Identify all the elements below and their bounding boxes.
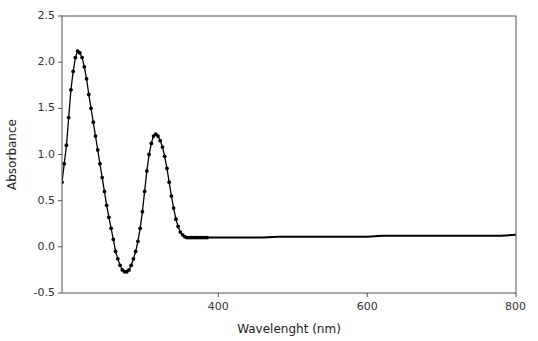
data-point <box>147 153 151 157</box>
y-tick <box>58 62 62 63</box>
data-point <box>109 226 113 230</box>
x-tick-label: 600 <box>357 300 378 313</box>
data-point <box>134 250 138 254</box>
data-point <box>143 190 147 194</box>
plot-background <box>62 16 516 293</box>
data-point <box>127 268 131 272</box>
data-point <box>89 106 93 110</box>
data-point <box>165 166 169 170</box>
series-line <box>207 235 516 238</box>
data-point <box>69 88 73 92</box>
y-tick <box>58 293 62 294</box>
data-point <box>85 77 89 81</box>
data-point <box>149 142 153 146</box>
data-point <box>80 56 84 60</box>
data-point <box>62 162 66 166</box>
data-point <box>172 206 176 210</box>
data-point <box>73 56 77 60</box>
data-point <box>118 263 122 267</box>
data-point <box>107 215 111 219</box>
data-point <box>167 180 171 184</box>
data-point <box>158 139 162 143</box>
y-tick-label: 1.5 <box>38 101 56 114</box>
y-tick-label: 2.5 <box>38 9 56 22</box>
data-point <box>170 194 174 198</box>
y-tick-label: 0.0 <box>38 240 56 253</box>
y-tick-label: 1.0 <box>38 148 56 161</box>
data-point <box>87 93 91 97</box>
x-axis-label: Wavelenght (nm) <box>237 322 341 336</box>
data-point <box>65 143 69 147</box>
data-point <box>114 250 118 254</box>
y-tick <box>58 108 62 109</box>
data-point <box>132 257 136 261</box>
data-point <box>176 225 180 229</box>
plot-frame <box>62 16 516 293</box>
y-axis-label: Absorbance <box>5 119 19 190</box>
y-tick <box>58 154 62 155</box>
x-tick-label: 400 <box>208 300 229 313</box>
y-tick-label: -0.5 <box>34 286 55 299</box>
data-point <box>96 148 100 152</box>
x-tick <box>516 293 517 297</box>
y-tick <box>58 246 62 247</box>
y-tick <box>58 200 62 201</box>
data-point <box>145 169 149 173</box>
data-point <box>111 238 115 242</box>
data-point <box>82 65 86 69</box>
x-tick <box>367 293 368 297</box>
data-point <box>71 70 75 74</box>
data-point <box>105 203 109 207</box>
y-tick-label: 2.0 <box>38 55 56 68</box>
chart: -0.5 0.0 0.5 1.0 1.5 2.0 2.5 400 600 800 Wavelengh… <box>0 0 538 341</box>
y-tick-label: 0.5 <box>38 194 56 207</box>
data-point <box>129 263 133 267</box>
data-point <box>161 145 165 149</box>
x-tick-label: 800 <box>505 300 526 313</box>
data-point <box>156 134 160 138</box>
data-point <box>94 134 98 138</box>
plot-area <box>62 49 516 273</box>
data-point <box>91 120 95 124</box>
data-point <box>103 190 107 194</box>
data-point <box>138 226 142 230</box>
y-tick <box>58 16 62 17</box>
data-point <box>174 217 178 221</box>
data-point <box>67 116 71 120</box>
data-point <box>116 257 120 261</box>
series-line <box>62 51 207 272</box>
data-point <box>100 176 104 180</box>
data-point <box>78 51 82 55</box>
x-tick <box>218 293 219 297</box>
data-point <box>136 239 140 243</box>
data-point <box>98 162 102 166</box>
data-point <box>163 154 167 158</box>
data-point <box>140 210 144 214</box>
